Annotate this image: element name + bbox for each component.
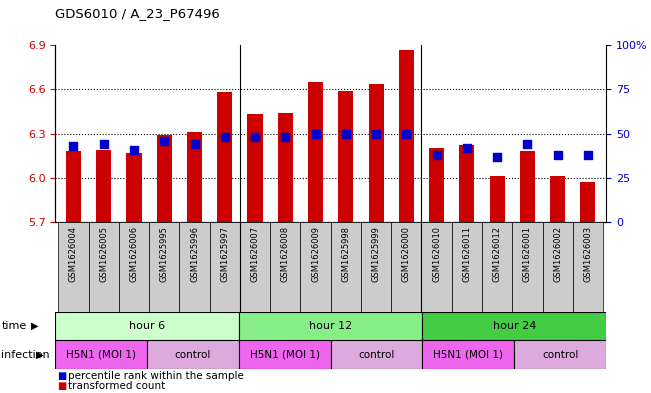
Point	[159, 138, 169, 144]
Bar	[512, 222, 542, 312]
Bar	[240, 222, 270, 312]
Bar	[490, 176, 505, 222]
Text: hour 12: hour 12	[309, 321, 352, 331]
Text: GSM1626002: GSM1626002	[553, 226, 562, 282]
Bar	[573, 222, 603, 312]
Bar	[452, 222, 482, 312]
Text: H5N1 (MOI 1): H5N1 (MOI 1)	[250, 350, 320, 360]
Bar	[308, 82, 323, 222]
Bar	[239, 340, 331, 369]
Bar	[210, 222, 240, 312]
Bar	[514, 340, 606, 369]
Text: GSM1625999: GSM1625999	[372, 226, 381, 281]
Text: control: control	[359, 350, 395, 360]
Point	[553, 152, 563, 158]
Text: H5N1 (MOI 1): H5N1 (MOI 1)	[434, 350, 503, 360]
Text: GSM1626012: GSM1626012	[493, 226, 502, 282]
Bar	[89, 222, 119, 312]
Bar	[339, 91, 353, 222]
Text: hour 6: hour 6	[129, 321, 165, 331]
Point	[340, 130, 351, 137]
Point	[462, 145, 472, 151]
Text: GSM1626010: GSM1626010	[432, 226, 441, 282]
Text: GSM1626008: GSM1626008	[281, 226, 290, 282]
Point	[129, 147, 139, 153]
Bar	[460, 145, 475, 222]
Point	[401, 130, 411, 137]
Text: GSM1626007: GSM1626007	[251, 226, 260, 282]
Bar	[301, 222, 331, 312]
Bar	[550, 176, 565, 222]
Text: infection: infection	[1, 350, 50, 360]
Bar	[422, 340, 514, 369]
Bar	[422, 312, 606, 340]
Bar	[55, 312, 239, 340]
Text: GSM1625997: GSM1625997	[220, 226, 229, 282]
Text: GSM1626004: GSM1626004	[69, 226, 78, 282]
Text: ■: ■	[57, 371, 66, 381]
Bar	[368, 84, 383, 222]
Bar	[126, 153, 141, 222]
Bar	[149, 222, 180, 312]
Bar	[391, 222, 421, 312]
Bar	[421, 222, 452, 312]
Text: GSM1626003: GSM1626003	[583, 226, 592, 282]
Text: GDS6010 / A_23_P67496: GDS6010 / A_23_P67496	[55, 7, 220, 20]
Bar	[278, 113, 293, 222]
Point	[371, 130, 381, 137]
Text: GSM1625995: GSM1625995	[159, 226, 169, 281]
Bar	[239, 312, 422, 340]
Text: GSM1626009: GSM1626009	[311, 226, 320, 282]
Bar	[331, 222, 361, 312]
Bar	[270, 222, 301, 312]
Text: GSM1626001: GSM1626001	[523, 226, 532, 282]
Bar	[542, 222, 573, 312]
Bar	[66, 151, 81, 222]
Bar	[520, 151, 535, 222]
Point	[98, 141, 109, 147]
Text: time: time	[1, 321, 27, 331]
Text: GSM1626011: GSM1626011	[462, 226, 471, 282]
Text: percentile rank within the sample: percentile rank within the sample	[68, 371, 243, 381]
Bar	[55, 340, 147, 369]
Bar	[147, 340, 239, 369]
Bar	[247, 114, 262, 222]
Bar	[59, 222, 89, 312]
Bar	[119, 222, 149, 312]
Text: control: control	[175, 350, 211, 360]
Text: GSM1626006: GSM1626006	[130, 226, 139, 282]
Bar	[187, 132, 202, 222]
Text: H5N1 (MOI 1): H5N1 (MOI 1)	[66, 350, 136, 360]
Point	[219, 134, 230, 140]
Point	[583, 152, 593, 158]
Text: hour 24: hour 24	[493, 321, 536, 331]
Text: GSM1625998: GSM1625998	[341, 226, 350, 282]
Text: GSM1626005: GSM1626005	[99, 226, 108, 282]
Bar	[157, 135, 172, 222]
Point	[432, 152, 442, 158]
Text: ▶: ▶	[31, 321, 39, 331]
Text: GSM1625996: GSM1625996	[190, 226, 199, 282]
Bar	[331, 340, 422, 369]
Bar	[217, 92, 232, 222]
Text: control: control	[542, 350, 578, 360]
Bar	[361, 222, 391, 312]
Point	[522, 141, 533, 147]
Bar	[96, 150, 111, 222]
Point	[492, 154, 503, 160]
Bar	[399, 50, 414, 222]
Point	[68, 143, 79, 149]
Point	[250, 134, 260, 140]
Text: ■: ■	[57, 381, 66, 391]
Point	[311, 130, 321, 137]
Point	[280, 134, 290, 140]
Bar	[580, 182, 596, 222]
Text: ▶: ▶	[36, 350, 44, 360]
Point	[189, 141, 200, 147]
Text: GSM1626000: GSM1626000	[402, 226, 411, 282]
Bar	[429, 149, 444, 222]
Bar	[482, 222, 512, 312]
Text: transformed count: transformed count	[68, 381, 165, 391]
Bar	[180, 222, 210, 312]
